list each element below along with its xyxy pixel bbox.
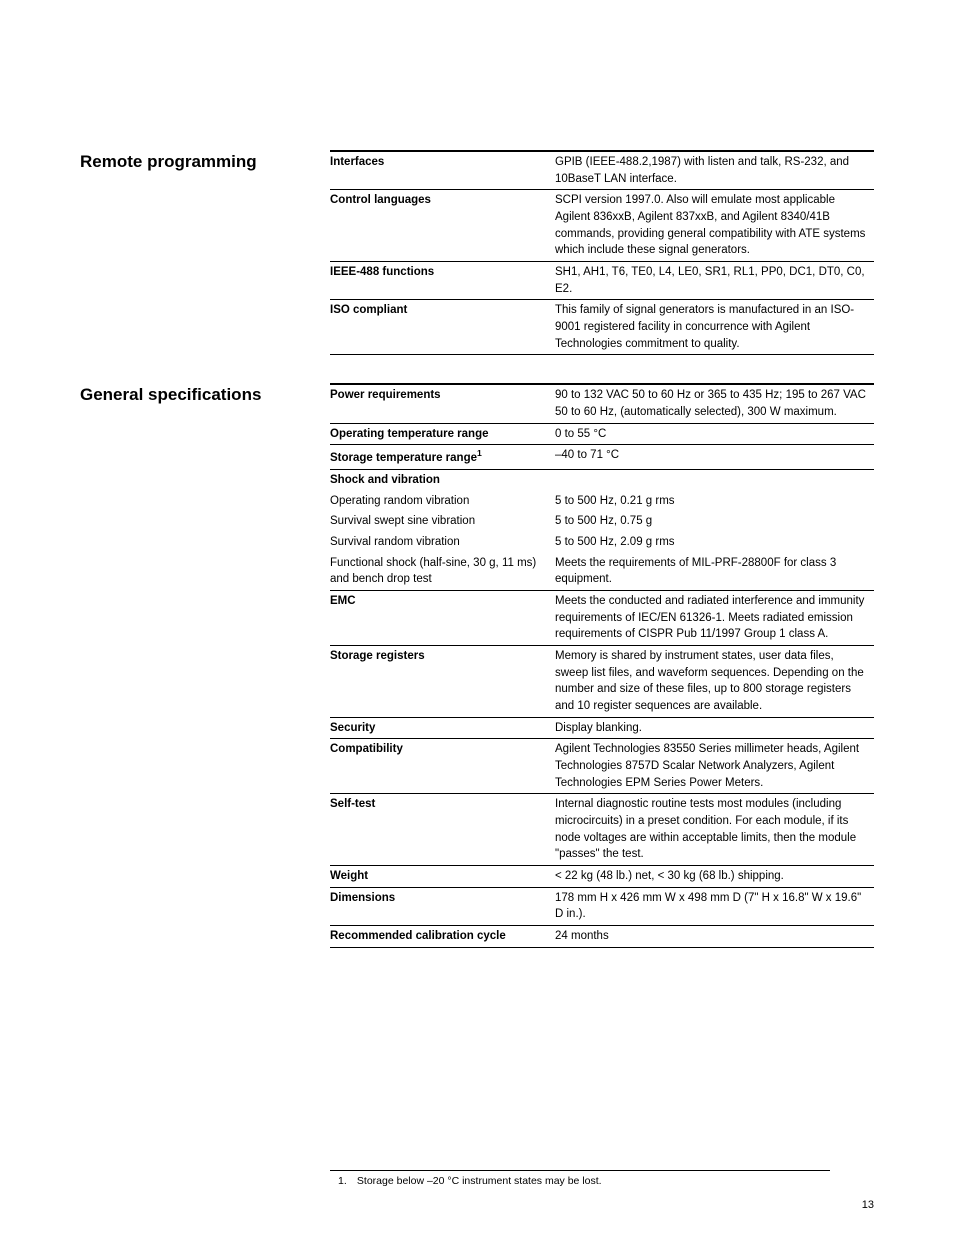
spec-label: Operating temperature range [330,423,555,445]
spec-label: Interfaces [330,151,555,190]
spec-value: 178 mm H x 426 mm W x 498 mm D (7" H x 1… [555,887,874,925]
section-general: General specifications Power requirement… [80,383,874,947]
spec-value: 24 months [555,926,874,948]
spec-label: EMC [330,590,555,645]
spec-value: < 22 kg (48 lb.) net, < 30 kg (68 lb.) s… [555,866,874,888]
spec-label: Compatibility [330,739,555,794]
table-row: InterfacesGPIB (IEEE-488.2,1987) with li… [330,151,874,190]
spec-label: Security [330,717,555,739]
spec-label: Survival random vibration [330,532,555,553]
table-row: ISO compliantThis family of signal gener… [330,300,874,355]
table-row: Weight< 22 kg (48 lb.) net, < 30 kg (68 … [330,866,874,888]
spec-label: Self-test [330,794,555,866]
spec-value: 5 to 500 Hz, 0.21 g rms [555,491,874,512]
spec-label: Power requirements [330,384,555,423]
table-row: SecurityDisplay blanking. [330,717,874,739]
spec-value [555,469,874,490]
footnote-num: 1. [338,1175,354,1187]
footnote-rule [330,1170,830,1171]
spec-label: Storage registers [330,645,555,717]
table-row: Functional shock (half-sine, 30 g, 11 ms… [330,553,874,591]
spec-label: Survival swept sine vibration [330,511,555,532]
spec-label: ISO compliant [330,300,555,355]
spec-value: Agilent Technologies 83550 Series millim… [555,739,874,794]
spec-value: 0 to 55 °C [555,423,874,445]
spec-label: Storage temperature range1 [330,445,555,470]
spec-label: Shock and vibration [330,469,555,490]
table-row: Dimensions178 mm H x 426 mm W x 498 mm D… [330,887,874,925]
spec-label: Recommended calibration cycle [330,926,555,948]
spec-value: This family of signal generators is manu… [555,300,874,355]
spec-value: GPIB (IEEE-488.2,1987) with listen and t… [555,151,874,190]
table-row: Shock and vibration [330,469,874,490]
table-row: Control languagesSCPI version 1997.0. Al… [330,190,874,262]
spec-value: 5 to 500 Hz, 2.09 g rms [555,532,874,553]
table-row: Survival swept sine vibration5 to 500 Hz… [330,511,874,532]
spec-value: Memory is shared by instrument states, u… [555,645,874,717]
spec-label: IEEE-488 functions [330,262,555,300]
heading-general: General specifications [80,383,330,947]
spec-value: Display blanking. [555,717,874,739]
table-row: Operating temperature range0 to 55 °C [330,423,874,445]
table-row: Operating random vibration5 to 500 Hz, 0… [330,491,874,512]
spec-value: SCPI version 1997.0. Also will emulate m… [555,190,874,262]
table-row: Survival random vibration5 to 500 Hz, 2.… [330,532,874,553]
table-row: IEEE-488 functionsSH1, AH1, T6, TE0, L4,… [330,262,874,300]
footnote: 1. Storage below –20 °C instrument state… [330,1175,874,1187]
table-row: EMCMeets the conducted and radiated inte… [330,590,874,645]
spec-value: –40 to 71 °C [555,445,874,470]
spec-value: SH1, AH1, T6, TE0, L4, LE0, SR1, RL1, PP… [555,262,874,300]
page-number: 13 [862,1199,874,1211]
spec-label: Dimensions [330,887,555,925]
spec-label: Operating random vibration [330,491,555,512]
spec-value: Internal diagnostic routine tests most m… [555,794,874,866]
spec-value: 90 to 132 VAC 50 to 60 Hz or 365 to 435 … [555,384,874,423]
spec-value: 5 to 500 Hz, 0.75 g [555,511,874,532]
table-row: CompatibilityAgilent Technologies 83550 … [330,739,874,794]
table-row: Recommended calibration cycle24 months [330,926,874,948]
spec-label: Weight [330,866,555,888]
table-general: Power requirements90 to 132 VAC 50 to 60… [330,383,874,947]
footnote-text: Storage below –20 °C instrument states m… [357,1175,602,1187]
spec-value: Meets the requirements of MIL-PRF-28800F… [555,553,874,591]
heading-remote: Remote programming [80,150,330,355]
table-remote: InterfacesGPIB (IEEE-488.2,1987) with li… [330,150,874,355]
footer: 1. Storage below –20 °C instrument state… [80,1170,874,1187]
page: Remote programming InterfacesGPIB (IEEE-… [0,0,954,1235]
table-row: Storage registersMemory is shared by ins… [330,645,874,717]
table-row: Power requirements90 to 132 VAC 50 to 60… [330,384,874,423]
spec-label: Functional shock (half-sine, 30 g, 11 ms… [330,553,555,591]
spec-label: Control languages [330,190,555,262]
spec-value: Meets the conducted and radiated interfe… [555,590,874,645]
table-row: Storage temperature range1–40 to 71 °C [330,445,874,470]
table-row: Self-testInternal diagnostic routine tes… [330,794,874,866]
section-remote: Remote programming InterfacesGPIB (IEEE-… [80,150,874,355]
